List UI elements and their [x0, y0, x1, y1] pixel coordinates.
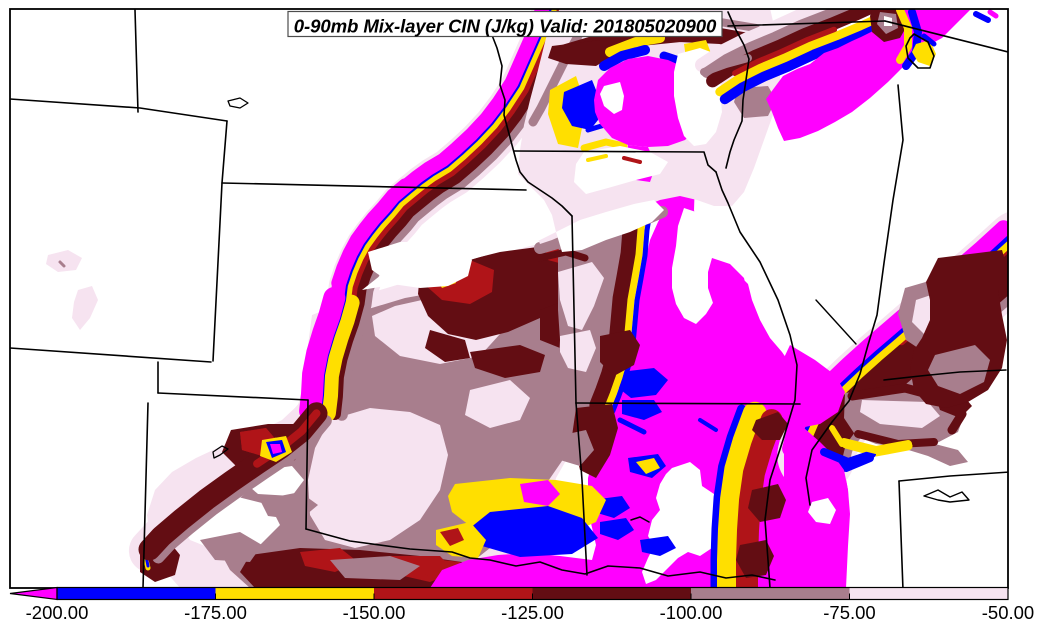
- svg-text:-175.00: -175.00: [184, 602, 247, 623]
- svg-text:-125.00: -125.00: [501, 602, 564, 623]
- svg-text:-150.00: -150.00: [343, 602, 406, 623]
- svg-text:0-90mb Mix-layer CIN (J/kg) Va: 0-90mb Mix-layer CIN (J/kg) Valid: 20180…: [294, 16, 717, 37]
- svg-text:-75.00: -75.00: [823, 602, 875, 623]
- svg-text:-50.00: -50.00: [982, 602, 1034, 623]
- svg-text:-200.00: -200.00: [26, 602, 89, 623]
- svg-text:-100.00: -100.00: [660, 602, 723, 623]
